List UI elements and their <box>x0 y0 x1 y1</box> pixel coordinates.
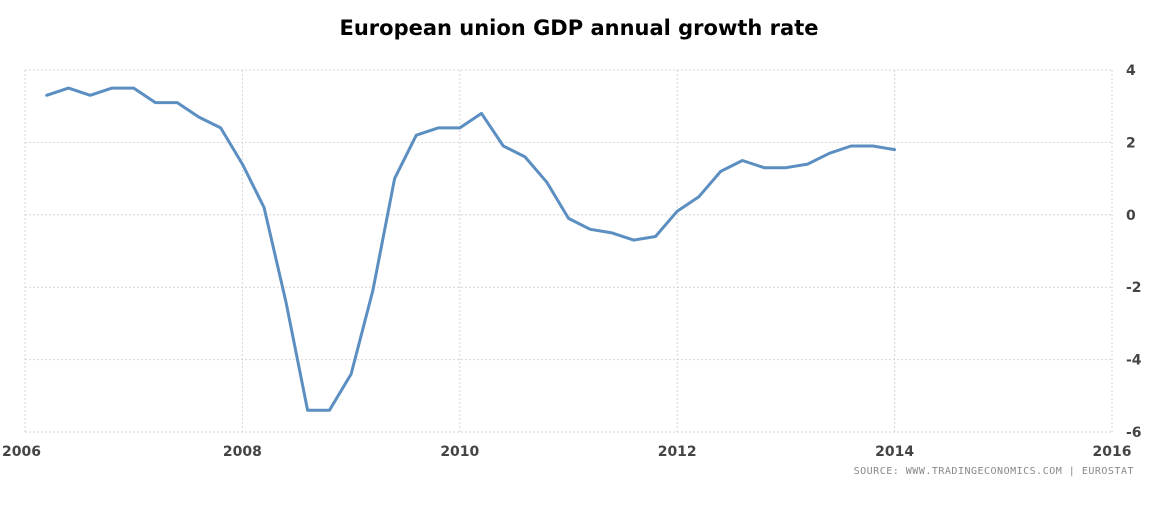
x-tick-label: 2012 <box>658 444 697 460</box>
x-tick-label: 2016 <box>1093 444 1132 460</box>
y-tick-label: -4 <box>1126 353 1142 369</box>
y-tick-label: 2 <box>1126 135 1136 151</box>
x-tick-label: 2014 <box>875 444 914 460</box>
x-axis-ticks: 2006 2008 2010 2012 2014 2016 <box>2 444 1131 460</box>
y-tick-label: -6 <box>1126 425 1142 441</box>
grid-lines <box>24 69 1113 433</box>
chart-title: European union GDP annual growth rate <box>339 16 819 40</box>
series-line <box>45 86 897 412</box>
y-tick-label: 0 <box>1126 208 1136 224</box>
x-tick-label: 2010 <box>440 444 479 460</box>
y-tick-label: -2 <box>1126 280 1142 296</box>
y-axis-ticks: 4 2 0 -2 -4 -6 <box>1126 63 1142 441</box>
y-tick-label: 4 <box>1126 63 1136 79</box>
x-tick-label: 2006 <box>2 444 41 460</box>
x-tick-label: 2008 <box>223 444 262 460</box>
source-credit: SOURCE: WWW.TRADINGECONOMICS.COM | EUROS… <box>853 466 1134 477</box>
